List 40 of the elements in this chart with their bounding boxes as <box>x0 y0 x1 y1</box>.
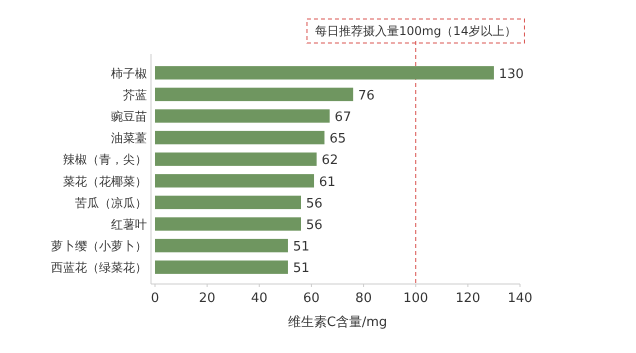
x-tick-label: 80 <box>355 291 372 306</box>
ref-line-label: 每日推荐摄入量100mg（14岁以上） <box>314 24 516 38</box>
data-label: 56 <box>306 196 323 212</box>
y-tick-label: 油菜薹 <box>111 131 147 146</box>
bar <box>155 66 494 80</box>
y-tick-label: 苦瓜（凉瓜） <box>75 196 147 210</box>
bar <box>155 217 301 231</box>
data-label: 51 <box>292 240 310 255</box>
data-label: 61 <box>319 174 336 190</box>
x-axis-title: 维生素C含量/mg <box>288 315 388 330</box>
y-tick-label: 萝卜缨（小萝卜） <box>51 239 147 254</box>
bar <box>155 174 314 188</box>
data-label: 67 <box>334 110 352 125</box>
x-tick-label: 20 <box>198 291 216 306</box>
bar <box>155 260 288 274</box>
data-label: 65 <box>329 132 346 147</box>
data-label: 56 <box>306 218 323 233</box>
y-tick-label: 菜花（花椰菜） <box>63 174 147 188</box>
y-tick-label: 西蓝花（绿菜花） <box>51 260 147 275</box>
data-label: 76 <box>358 88 375 104</box>
data-label: 62 <box>322 153 338 168</box>
y-tick-label: 红薯叶 <box>111 218 147 232</box>
bar <box>155 196 301 210</box>
y-tick-label: 豌豆苗 <box>111 110 147 124</box>
bar <box>155 109 330 123</box>
data-label: 51 <box>292 261 310 276</box>
bar <box>155 238 288 252</box>
x-tick-label: 0 <box>150 291 160 306</box>
bar <box>155 88 354 102</box>
data-label: 130 <box>498 66 524 82</box>
x-tick-label: 40 <box>251 291 268 306</box>
x-tick-label: 140 <box>508 291 532 306</box>
bar <box>155 152 317 166</box>
y-tick-label: 柿子椒 <box>111 66 147 80</box>
y-tick-label: 芥蓝 <box>123 88 147 102</box>
y-tick-label: 辣椒（青，尖） <box>63 152 147 167</box>
x-tick-label: 100 <box>403 291 428 306</box>
bar <box>155 130 324 144</box>
x-tick-label: 120 <box>455 291 480 306</box>
x-tick-label: 60 <box>303 291 320 306</box>
